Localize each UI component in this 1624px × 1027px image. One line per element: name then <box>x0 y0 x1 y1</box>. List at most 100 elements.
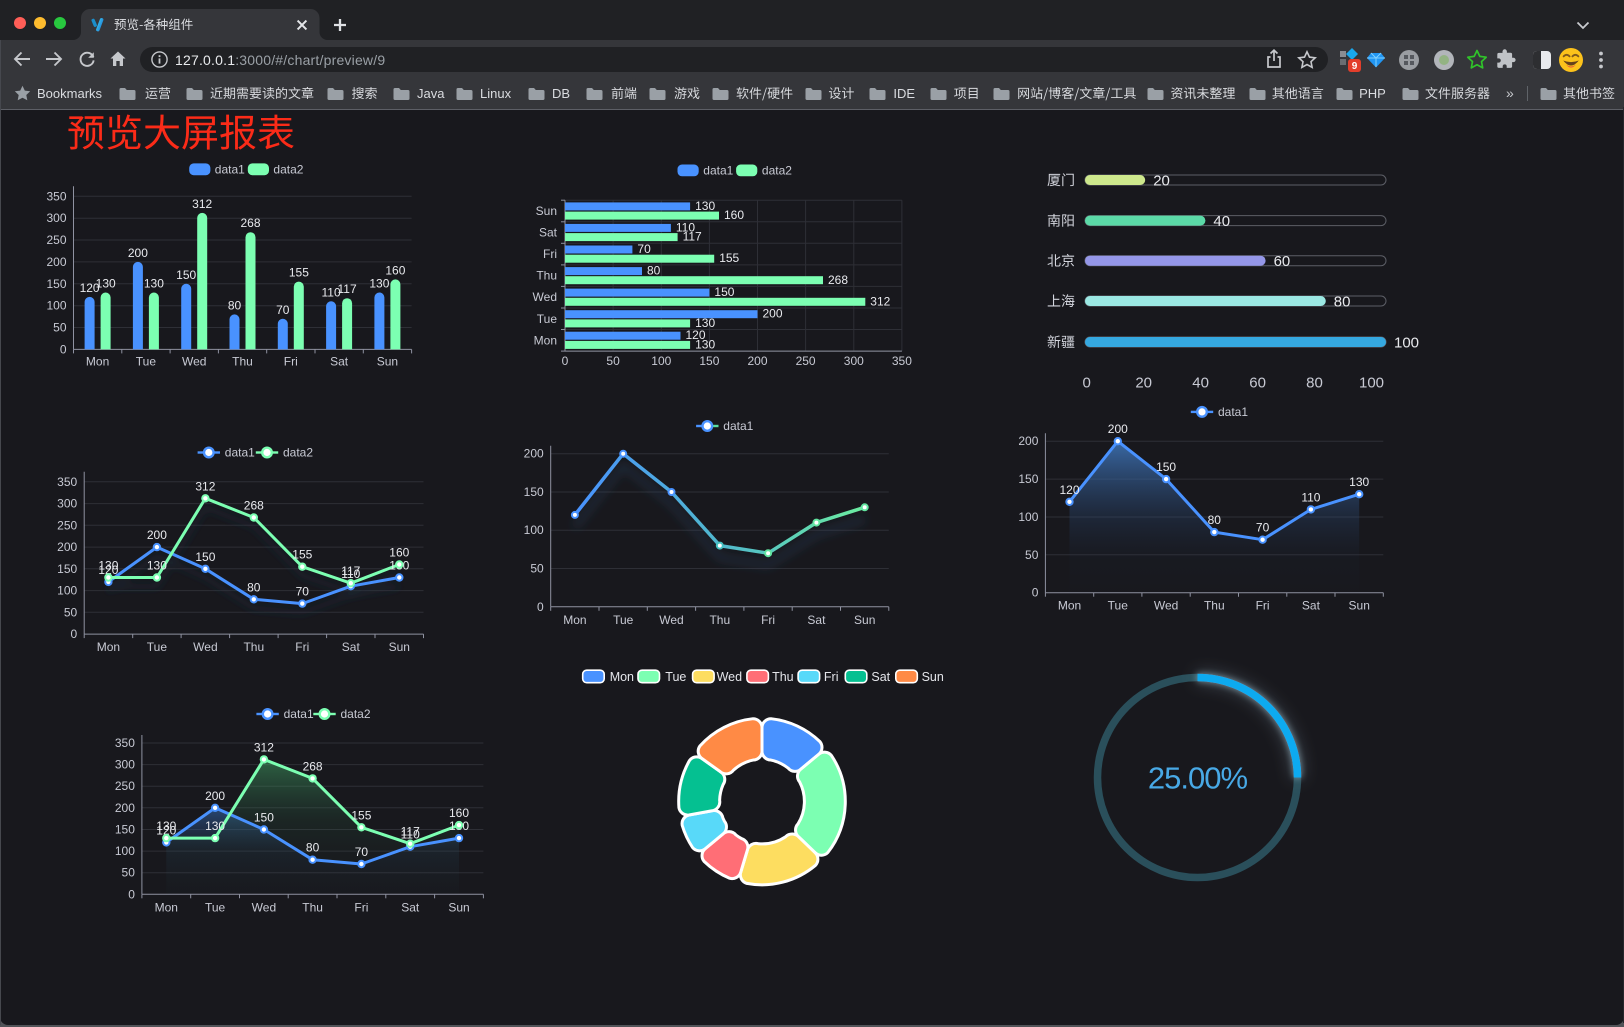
svg-text:200: 200 <box>747 354 767 368</box>
svg-text:Sat: Sat <box>871 670 890 684</box>
svg-text:200: 200 <box>147 528 167 542</box>
svg-text:data1: data1 <box>215 163 245 177</box>
svg-text:0: 0 <box>562 354 569 368</box>
svg-text:200: 200 <box>763 307 783 321</box>
svg-text:130: 130 <box>96 277 116 291</box>
svg-text:Thu: Thu <box>772 670 794 684</box>
svg-text:Mon: Mon <box>86 354 109 368</box>
svg-text:Tue: Tue <box>613 613 634 627</box>
svg-text:data2: data2 <box>283 446 313 460</box>
svg-text:Mon: Mon <box>1058 599 1081 613</box>
svg-text:Tue: Tue <box>147 640 168 654</box>
svg-text:200: 200 <box>524 447 544 461</box>
svg-text:Wed: Wed <box>193 640 217 654</box>
svg-text:60: 60 <box>1249 374 1266 391</box>
svg-text:70: 70 <box>637 242 651 256</box>
svg-text:40: 40 <box>1213 213 1230 230</box>
svg-text:100: 100 <box>46 299 66 313</box>
svg-text:300: 300 <box>46 211 66 225</box>
svg-text:130: 130 <box>98 559 118 573</box>
svg-text:155: 155 <box>289 266 309 280</box>
svg-text:110: 110 <box>401 828 420 842</box>
svg-text:Tue: Tue <box>1108 599 1129 613</box>
svg-text:250: 250 <box>57 518 77 532</box>
svg-text:0: 0 <box>1083 374 1091 391</box>
svg-text:80: 80 <box>306 841 320 855</box>
svg-text:117: 117 <box>683 230 702 244</box>
svg-text:160: 160 <box>724 208 744 222</box>
svg-text:350: 350 <box>46 189 66 203</box>
svg-text:312: 312 <box>870 294 890 308</box>
svg-text:Sat: Sat <box>1302 599 1321 613</box>
svg-text:Tue: Tue <box>665 670 686 684</box>
svg-text:50: 50 <box>1025 548 1039 562</box>
svg-text:Fri: Fri <box>295 640 309 654</box>
svg-text:Sun: Sun <box>377 354 398 368</box>
svg-text:data1: data1 <box>723 419 753 433</box>
svg-text:Wed: Wed <box>252 900 276 914</box>
svg-text:Sun: Sun <box>389 640 410 654</box>
svg-text:Wed: Wed <box>182 354 206 368</box>
svg-text:Sat: Sat <box>539 226 558 240</box>
svg-text:0: 0 <box>60 342 67 356</box>
svg-text:60: 60 <box>1274 253 1291 270</box>
svg-text:Sat: Sat <box>342 640 361 654</box>
svg-text:Wed: Wed <box>1154 599 1178 613</box>
svg-text:120: 120 <box>686 328 706 342</box>
svg-text:Sun: Sun <box>1349 599 1370 613</box>
svg-text:0: 0 <box>1032 586 1039 600</box>
svg-text:70: 70 <box>355 845 369 859</box>
svg-text:20: 20 <box>1135 374 1152 391</box>
svg-text:130: 130 <box>1349 475 1369 489</box>
svg-text:150: 150 <box>176 268 196 282</box>
svg-text:Thu: Thu <box>243 640 264 654</box>
svg-text:150: 150 <box>1018 472 1038 486</box>
svg-text:Wed: Wed <box>717 670 743 684</box>
svg-text:Wed: Wed <box>659 613 683 627</box>
svg-text:Thu: Thu <box>536 269 557 283</box>
svg-text:Sun: Sun <box>854 613 875 627</box>
svg-text:100: 100 <box>57 584 77 598</box>
svg-text:120: 120 <box>156 823 176 837</box>
svg-text:40: 40 <box>1192 374 1209 391</box>
svg-text:Thu: Thu <box>232 354 253 368</box>
svg-text:Sun: Sun <box>536 204 557 218</box>
svg-text:Fri: Fri <box>1256 599 1270 613</box>
svg-text:Thu: Thu <box>1204 599 1225 613</box>
svg-text:data1: data1 <box>703 164 733 178</box>
svg-text:100: 100 <box>1394 335 1419 352</box>
svg-text:130: 130 <box>144 277 164 291</box>
svg-text:70: 70 <box>276 303 290 317</box>
svg-text:Sun: Sun <box>922 670 944 684</box>
svg-text:50: 50 <box>53 321 67 335</box>
svg-text:110: 110 <box>1301 490 1320 504</box>
svg-text:155: 155 <box>719 251 739 265</box>
svg-text:117: 117 <box>341 564 360 578</box>
svg-text:Fri: Fri <box>354 900 368 914</box>
svg-text:350: 350 <box>892 354 912 368</box>
svg-text:Fri: Fri <box>761 613 775 627</box>
svg-text:70: 70 <box>296 585 310 599</box>
svg-text:Sat: Sat <box>330 354 349 368</box>
svg-text:350: 350 <box>115 736 135 750</box>
svg-text:110: 110 <box>676 220 695 234</box>
svg-text:250: 250 <box>115 779 135 793</box>
svg-text:Mon: Mon <box>610 670 634 684</box>
svg-text:25.00%: 25.00% <box>1148 761 1248 796</box>
svg-text:120: 120 <box>80 281 100 295</box>
svg-text:0: 0 <box>128 887 135 901</box>
svg-text:data2: data2 <box>762 164 792 178</box>
svg-text:130: 130 <box>695 316 715 330</box>
svg-text:0: 0 <box>71 627 78 641</box>
svg-text:data1: data1 <box>1218 405 1248 419</box>
svg-text:312: 312 <box>254 740 274 754</box>
svg-text:50: 50 <box>530 562 544 576</box>
svg-text:250: 250 <box>796 354 816 368</box>
svg-text:data1: data1 <box>225 446 255 460</box>
svg-text:300: 300 <box>115 758 135 772</box>
svg-text:117: 117 <box>401 825 420 839</box>
svg-text:Sat: Sat <box>401 900 420 914</box>
svg-text:268: 268 <box>244 499 264 513</box>
svg-text:20: 20 <box>1153 173 1170 190</box>
svg-text:100: 100 <box>115 844 135 858</box>
